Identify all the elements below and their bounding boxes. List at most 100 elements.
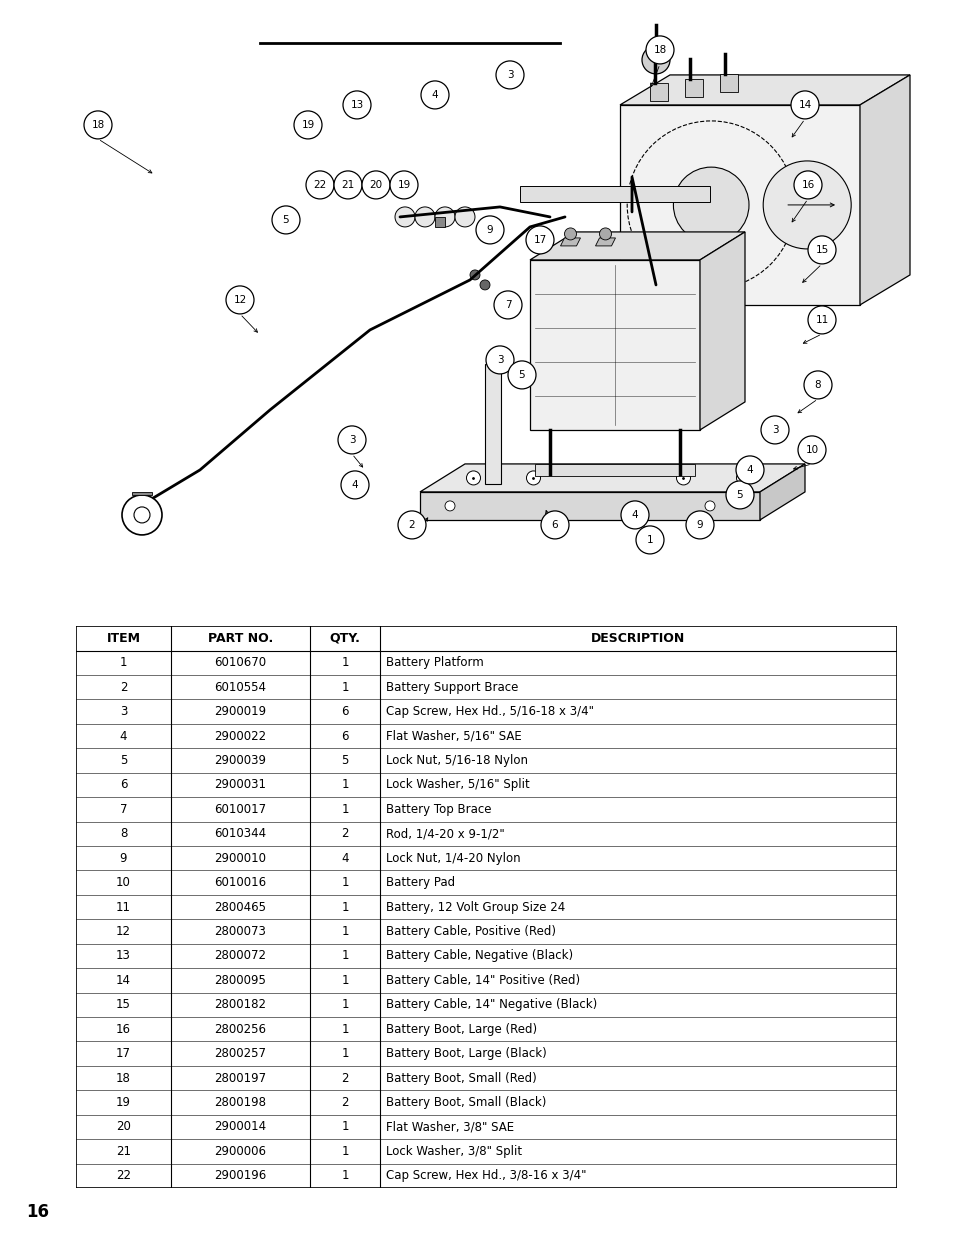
- Text: Lock Nut, 1/4-20 Nylon: Lock Nut, 1/4-20 Nylon: [386, 852, 520, 864]
- Text: 9: 9: [486, 225, 493, 235]
- Circle shape: [466, 471, 480, 485]
- Polygon shape: [619, 105, 859, 305]
- Circle shape: [420, 82, 449, 109]
- Circle shape: [645, 36, 673, 64]
- Circle shape: [479, 280, 490, 290]
- Text: 1: 1: [341, 1047, 349, 1060]
- Text: 15: 15: [815, 245, 828, 254]
- Circle shape: [793, 170, 821, 199]
- Text: QTY.: QTY.: [329, 632, 360, 645]
- Text: 2800095: 2800095: [214, 974, 266, 987]
- Circle shape: [807, 236, 835, 264]
- Circle shape: [444, 501, 455, 511]
- Text: 1: 1: [341, 950, 349, 962]
- Text: 2: 2: [120, 680, 127, 694]
- Text: 2900031: 2900031: [214, 778, 266, 792]
- Text: Lock Washer, 5/16" Split: Lock Washer, 5/16" Split: [386, 778, 530, 792]
- Circle shape: [334, 170, 361, 199]
- Circle shape: [470, 270, 479, 280]
- Text: 4: 4: [746, 464, 753, 475]
- Text: 17: 17: [533, 235, 546, 245]
- Text: 13: 13: [116, 950, 131, 962]
- Text: 2800073: 2800073: [214, 925, 266, 939]
- Text: 1: 1: [341, 1145, 349, 1158]
- Text: 2800197: 2800197: [214, 1072, 266, 1084]
- Text: 1: 1: [341, 680, 349, 694]
- Text: 1: 1: [341, 1170, 349, 1182]
- Text: 12: 12: [116, 925, 131, 939]
- Text: 10: 10: [804, 445, 818, 454]
- Text: 21: 21: [341, 180, 355, 190]
- Text: 18: 18: [653, 44, 666, 54]
- Text: 2900039: 2900039: [214, 755, 266, 767]
- Text: Battery Cable, Negative (Black): Battery Cable, Negative (Black): [386, 950, 573, 962]
- Circle shape: [361, 170, 390, 199]
- Polygon shape: [484, 363, 500, 484]
- Text: 11: 11: [815, 315, 828, 325]
- Text: Battery Platform: Battery Platform: [386, 656, 484, 669]
- Text: 2900196: 2900196: [214, 1170, 266, 1182]
- Text: 6010670: 6010670: [214, 656, 266, 669]
- Text: 8: 8: [814, 380, 821, 390]
- Circle shape: [526, 471, 540, 485]
- Polygon shape: [649, 83, 667, 101]
- Text: 5: 5: [282, 215, 289, 225]
- Text: 1: 1: [341, 900, 349, 914]
- Text: 2800256: 2800256: [214, 1023, 266, 1036]
- Text: 1: 1: [341, 656, 349, 669]
- Text: 4: 4: [631, 510, 638, 520]
- Circle shape: [762, 161, 850, 249]
- Circle shape: [598, 228, 611, 240]
- Circle shape: [641, 46, 669, 74]
- Polygon shape: [419, 464, 804, 492]
- Text: 4: 4: [341, 852, 349, 864]
- Circle shape: [620, 501, 648, 529]
- Circle shape: [676, 471, 690, 485]
- Circle shape: [435, 207, 455, 227]
- Circle shape: [415, 207, 435, 227]
- Text: 11: 11: [116, 900, 131, 914]
- Text: Battery Boot, Large (Red): Battery Boot, Large (Red): [386, 1023, 537, 1036]
- Text: ITEM: ITEM: [107, 632, 140, 645]
- Circle shape: [306, 170, 334, 199]
- Text: Battery Cable, Positive (Red): Battery Cable, Positive (Red): [386, 925, 556, 939]
- Text: Flat Washer, 5/16" SAE: Flat Washer, 5/16" SAE: [386, 730, 521, 742]
- Text: 13: 13: [350, 100, 363, 110]
- Text: 3: 3: [506, 70, 513, 80]
- Text: 1: 1: [341, 1120, 349, 1134]
- Text: 14: 14: [116, 974, 131, 987]
- Text: PART NO.: PART NO.: [208, 632, 273, 645]
- Polygon shape: [435, 217, 444, 227]
- Circle shape: [294, 111, 322, 138]
- Text: 12: 12: [233, 295, 247, 305]
- Text: 17: 17: [116, 1047, 131, 1060]
- Text: 2: 2: [341, 1095, 349, 1109]
- Circle shape: [760, 416, 788, 443]
- Polygon shape: [530, 232, 744, 259]
- Text: Battery Cable, 14" Negative (Black): Battery Cable, 14" Negative (Black): [386, 998, 598, 1011]
- Text: 2800257: 2800257: [214, 1047, 266, 1060]
- Circle shape: [725, 480, 753, 509]
- Polygon shape: [535, 464, 695, 475]
- Polygon shape: [419, 492, 760, 520]
- Text: 1: 1: [341, 974, 349, 987]
- Polygon shape: [700, 232, 744, 430]
- Text: Lock Washer, 3/8" Split: Lock Washer, 3/8" Split: [386, 1145, 522, 1158]
- Polygon shape: [684, 79, 702, 96]
- Text: 1: 1: [341, 803, 349, 816]
- Text: 2900022: 2900022: [214, 730, 266, 742]
- Text: 19: 19: [397, 180, 410, 190]
- Text: 2800182: 2800182: [214, 998, 266, 1011]
- Text: 6: 6: [120, 778, 127, 792]
- Text: 1: 1: [341, 998, 349, 1011]
- Text: 2800072: 2800072: [214, 950, 266, 962]
- Text: Battery Pad: Battery Pad: [386, 876, 456, 889]
- Text: 3: 3: [120, 705, 127, 719]
- Text: 3: 3: [497, 354, 503, 364]
- Text: 2900010: 2900010: [214, 852, 266, 864]
- Text: Battery Top Brace: Battery Top Brace: [386, 803, 492, 816]
- Text: 21: 21: [116, 1145, 131, 1158]
- Text: Lock Nut, 5/16-18 Nylon: Lock Nut, 5/16-18 Nylon: [386, 755, 528, 767]
- Text: 2: 2: [341, 1072, 349, 1084]
- Text: 9: 9: [696, 520, 702, 530]
